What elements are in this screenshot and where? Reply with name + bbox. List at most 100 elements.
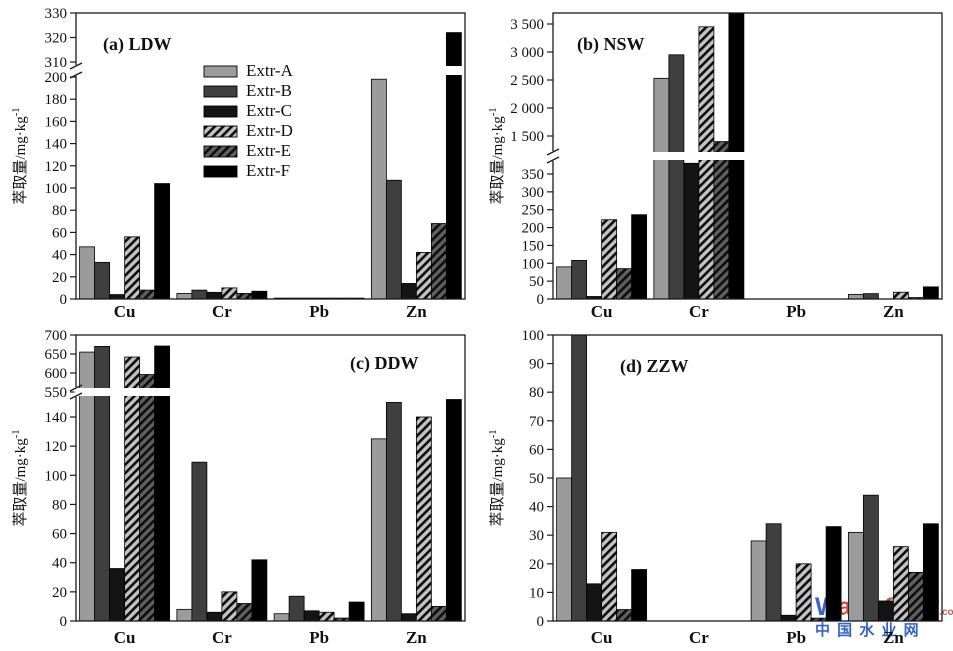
y-tick-label: 2 000: [510, 101, 544, 117]
panel-title: (d) ZZW: [620, 356, 689, 377]
bar-extr-a-pb: [273, 613, 290, 622]
bar-extr-e-cr: [713, 141, 730, 300]
bar-extr-d-zn: [415, 251, 432, 300]
bar-extr-c-pb: [303, 610, 320, 622]
bar-extr-d-cr: [221, 287, 238, 300]
bar-extr-f-cu: [154, 183, 171, 300]
bar-extr-f-cu: [631, 569, 648, 622]
bar-extr-c-cr: [206, 291, 223, 300]
bar-extr-b-zn: [385, 179, 402, 300]
legend-label: Extr-B: [246, 81, 292, 100]
y-tick-label: 320: [45, 31, 68, 47]
bar-extr-d-zn: [415, 416, 432, 622]
y-tick-label: 20: [529, 557, 544, 573]
bar-extr-d-zn: [892, 546, 909, 622]
plot-frame: [75, 334, 466, 622]
legend-swatch: [203, 125, 238, 138]
bar-extr-d-cu: [601, 531, 618, 622]
bar-extr-c-cu: [586, 583, 603, 622]
bar-extr-e-cr: [236, 603, 253, 622]
bar-extr-b-cu: [571, 260, 588, 300]
bar-extr-d-cu: [124, 236, 141, 300]
plot-frame: [75, 12, 466, 300]
x-category-label: Cu: [591, 628, 613, 647]
bar-extr-c-zn: [877, 600, 894, 622]
bar-extr-e-zn: [430, 223, 447, 300]
y-tick-label: 200: [522, 221, 545, 237]
legend-label: Extr-F: [246, 161, 290, 180]
axis-break-slash: [69, 384, 83, 392]
axis-break-gap: [74, 65, 78, 76]
bar-extr-f-cr: [251, 559, 268, 622]
panel-c: 0 20 40 60 80 100 120 140 550 600 650 700 Cu Cr Pb Zn (c…: [11, 328, 466, 647]
y-tick-label: 60: [52, 225, 67, 241]
y-tick-label: 100: [522, 328, 545, 344]
y-tick-label: 140: [45, 137, 68, 153]
y-tick-label: 100: [522, 256, 545, 272]
bar-extr-f-zn: [445, 399, 462, 622]
bar-extr-a-cr: [176, 608, 193, 622]
x-category-label: Cu: [591, 302, 613, 321]
bar-extr-a-zn: [370, 78, 387, 300]
y-tick-label: 80: [52, 497, 67, 513]
y-tick-label: 30: [529, 528, 544, 544]
y-tick-label: 0: [537, 292, 545, 308]
x-category-label: Cu: [114, 628, 136, 647]
y-tick-label: 180: [45, 92, 68, 108]
axis-break-band: [76, 388, 465, 396]
bar-extr-b-pb: [765, 523, 782, 622]
bar-extr-b-zn: [385, 402, 402, 622]
legend-label: Extr-E: [246, 141, 291, 160]
bar-extr-a-cr: [653, 77, 670, 300]
bar-extr-b-cr: [668, 54, 685, 300]
bar-extr-e-cu: [616, 609, 633, 622]
y-tick-label: 700: [45, 328, 68, 344]
axis-break-band: [553, 152, 942, 160]
y-tick-label: 70: [529, 414, 544, 430]
bar-extr-f-zn: [922, 523, 939, 622]
bar-extr-d-pb: [795, 563, 812, 622]
x-category-label: Cr: [212, 302, 232, 321]
bar-extr-a-zn: [847, 531, 864, 622]
y-tick-label: 600: [45, 366, 68, 382]
legend-swatch: [203, 105, 238, 118]
bar-extr-c-zn: [400, 613, 417, 622]
bar-extr-e-cu: [139, 289, 156, 300]
y-tick-label: 550: [45, 385, 68, 401]
bar-extr-f-pb: [348, 601, 365, 622]
y-tick-label: 20: [52, 270, 67, 286]
x-category-label: Zn: [406, 302, 427, 321]
bar-extr-e-cr: [236, 293, 253, 300]
axis-break-slash: [69, 62, 83, 70]
bar-extr-c-cr: [206, 611, 223, 622]
y-tick-label: 2 500: [510, 73, 544, 89]
y-tick-label: 350: [522, 167, 545, 183]
x-category-label: Zn: [406, 628, 427, 647]
y-tick-label: 300: [522, 185, 545, 201]
bar-extr-e-cu: [139, 374, 156, 622]
bar-extr-e-cu: [616, 268, 633, 300]
y-tick-label: 40: [52, 556, 67, 572]
y-axis-label: 萃取量/mg·kg-1: [488, 429, 506, 526]
y-tick-label: 0: [60, 292, 68, 308]
bar-extr-a-cr: [176, 293, 193, 300]
y-axis-label: 萃取量/mg·kg-1: [11, 429, 29, 526]
x-category-label: Pb: [786, 628, 806, 647]
bar-extr-c-cu: [109, 568, 126, 622]
y-tick-label: 60: [529, 442, 544, 458]
bar-extr-a-cu: [79, 246, 96, 300]
x-category-label: Cr: [689, 302, 709, 321]
bar-extr-c-cu: [109, 294, 126, 300]
legend-swatch: [203, 145, 238, 158]
x-category-label: Pb: [309, 628, 329, 647]
bar-extr-e-zn: [907, 571, 924, 622]
bar-extr-f-cu: [631, 214, 648, 300]
y-tick-label: 120: [45, 159, 68, 175]
legend-swatch: [203, 65, 238, 78]
panel-title: (a) LDW: [103, 34, 172, 55]
x-category-label: Cr: [212, 628, 232, 647]
bar-extr-a-cu: [556, 477, 573, 622]
axis-break-slash: [546, 156, 560, 164]
x-category-label: Cu: [114, 302, 136, 321]
